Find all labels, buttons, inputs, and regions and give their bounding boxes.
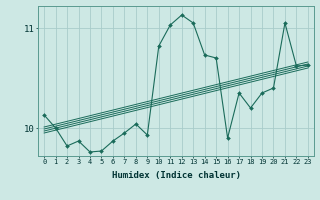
- X-axis label: Humidex (Indice chaleur): Humidex (Indice chaleur): [111, 171, 241, 180]
